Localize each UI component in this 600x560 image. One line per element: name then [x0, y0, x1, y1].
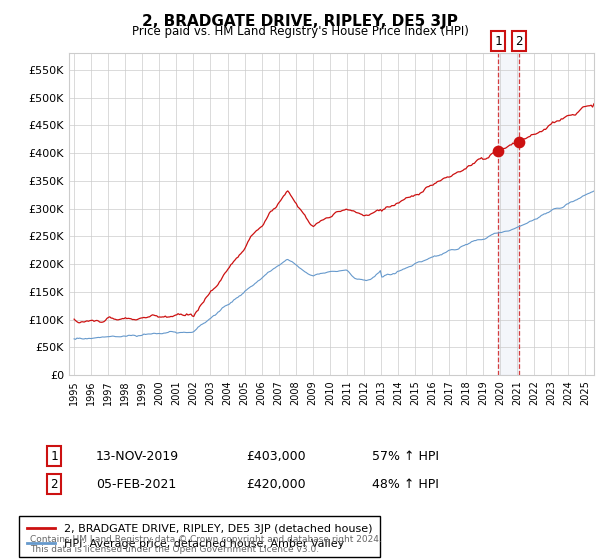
Text: £420,000: £420,000 — [246, 478, 305, 491]
Text: £403,000: £403,000 — [246, 450, 305, 463]
Text: 1: 1 — [50, 450, 58, 463]
Text: Contains HM Land Registry data © Crown copyright and database right 2024.
This d: Contains HM Land Registry data © Crown c… — [30, 535, 382, 554]
Text: 48% ↑ HPI: 48% ↑ HPI — [372, 478, 439, 491]
Legend: 2, BRADGATE DRIVE, RIPLEY, DE5 3JP (detached house), HPI: Average price, detache: 2, BRADGATE DRIVE, RIPLEY, DE5 3JP (deta… — [19, 516, 380, 557]
Text: 57% ↑ HPI: 57% ↑ HPI — [372, 450, 439, 463]
Bar — [498, 53, 519, 375]
Text: Price paid vs. HM Land Registry's House Price Index (HPI): Price paid vs. HM Land Registry's House … — [131, 25, 469, 38]
Text: 2: 2 — [515, 35, 523, 48]
Text: 05-FEB-2021: 05-FEB-2021 — [96, 478, 176, 491]
Text: 1: 1 — [494, 35, 502, 48]
Text: 2: 2 — [50, 478, 58, 491]
Text: 2, BRADGATE DRIVE, RIPLEY, DE5 3JP: 2, BRADGATE DRIVE, RIPLEY, DE5 3JP — [142, 14, 458, 29]
Point — [493, 147, 503, 156]
Point — [514, 138, 524, 147]
Text: 13-NOV-2019: 13-NOV-2019 — [96, 450, 179, 463]
